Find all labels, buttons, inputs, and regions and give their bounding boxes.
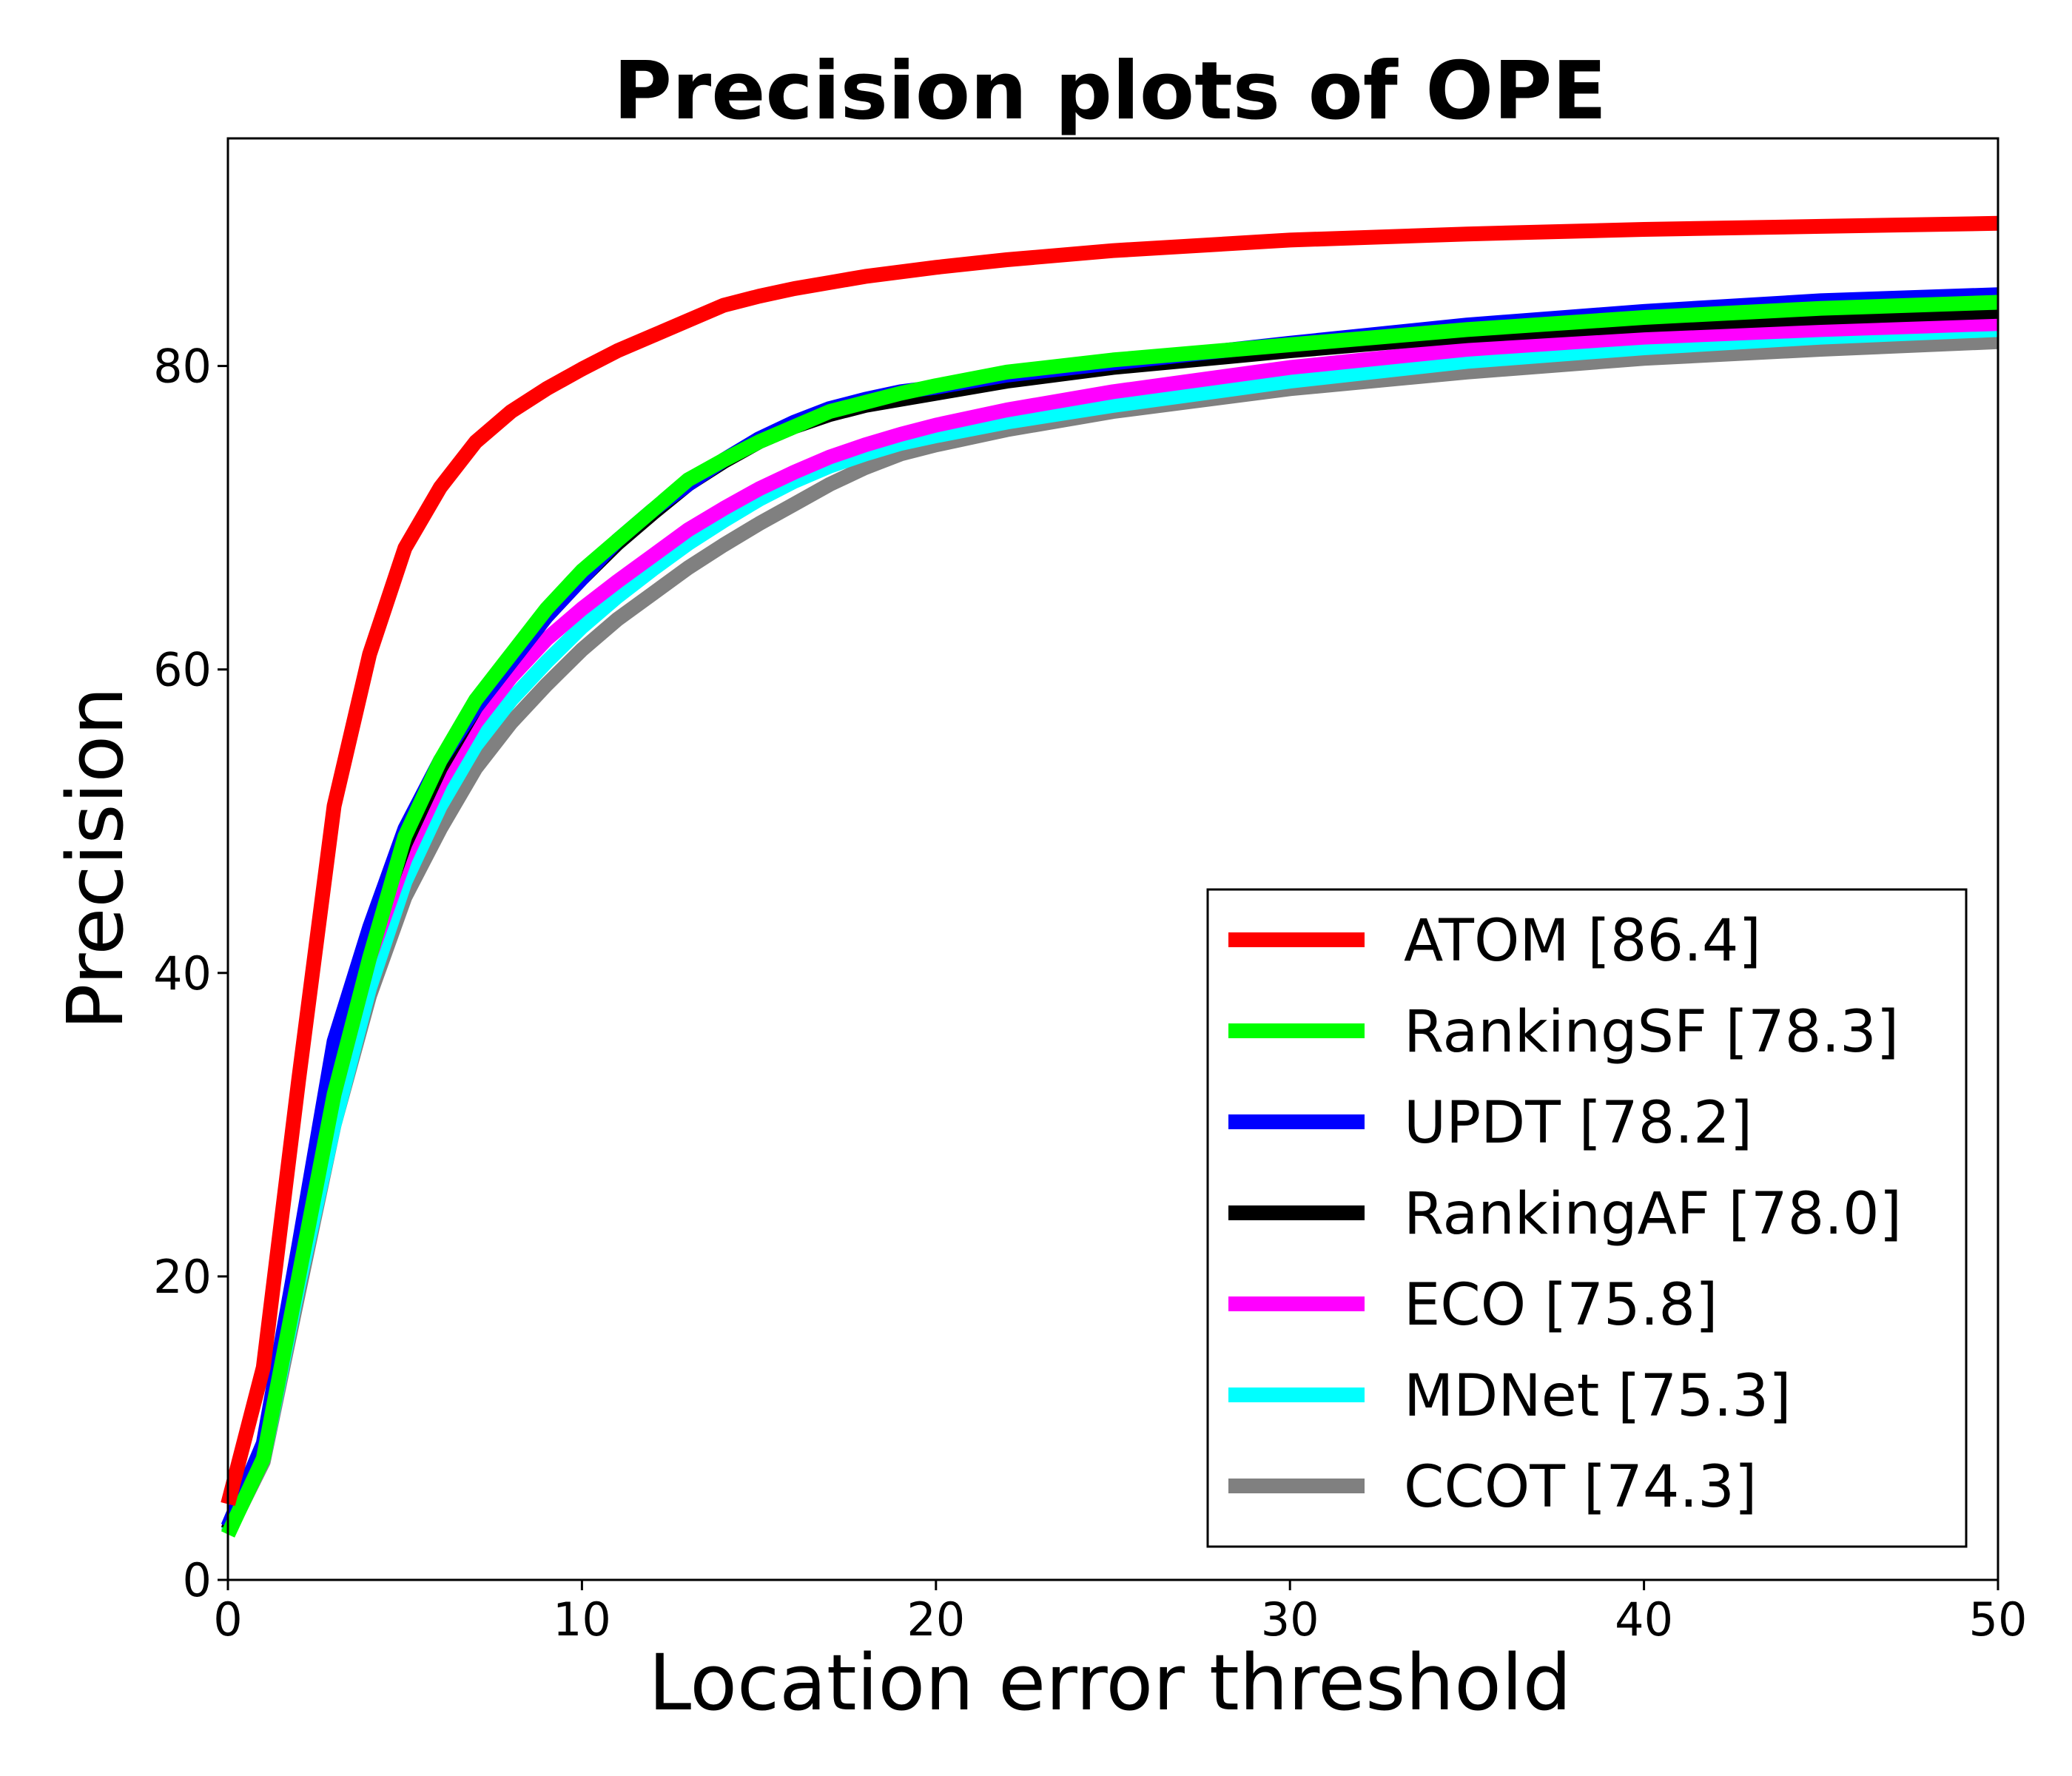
y-axis-ticks: 0 20 40 60 80 [153, 340, 228, 1607]
series-line-0 [221, 215, 1999, 1507]
legend-label-2: UPDT [78.2] [1404, 1090, 1752, 1157]
legend-label-1: RankingSF [78.3] [1404, 999, 1899, 1066]
y-tick-label-4: 80 [153, 340, 212, 394]
y-axis-label: Precision [50, 687, 141, 1030]
series-line-5 [221, 322, 1999, 1535]
y-tick-label-1: 20 [153, 1250, 212, 1304]
x-tick-label-1: 10 [553, 1592, 611, 1646]
chart-title: Precision plots of OPE [613, 45, 1607, 138]
series-lines [221, 215, 1999, 1538]
legend-label-4: ECO [75.8] [1404, 1272, 1718, 1339]
legend: ATOM [86.4] RankingSF [78.3] UPDT [78.2] Ra… [1206, 888, 1968, 1548]
x-tick-label-3: 30 [1261, 1592, 1319, 1646]
x-tick-label-0: 0 [213, 1592, 242, 1646]
legend-label-3: RankingAF [78.0] [1404, 1181, 1902, 1248]
x-axis-label: Location error threshold [648, 1638, 1572, 1728]
x-axis-ticks: 0 10 20 30 40 50 [213, 1580, 2027, 1646]
plot-frame [226, 137, 1999, 1581]
x-tick-label-4: 40 [1615, 1592, 1673, 1646]
legend-label-6: CCOT [74.3] [1404, 1454, 1757, 1521]
y-tick-label-0: 0 [183, 1553, 212, 1607]
y-tick-label-2: 40 [153, 946, 212, 1000]
legend-label-0: ATOM [86.4] [1404, 908, 1761, 975]
series-line-1 [221, 295, 1999, 1538]
y-tick-label-3: 60 [153, 643, 212, 697]
legend-label-5: MDNet [75.3] [1404, 1363, 1792, 1430]
x-tick-label-2: 20 [906, 1592, 965, 1646]
x-tick-label-5: 50 [1969, 1592, 2028, 1646]
